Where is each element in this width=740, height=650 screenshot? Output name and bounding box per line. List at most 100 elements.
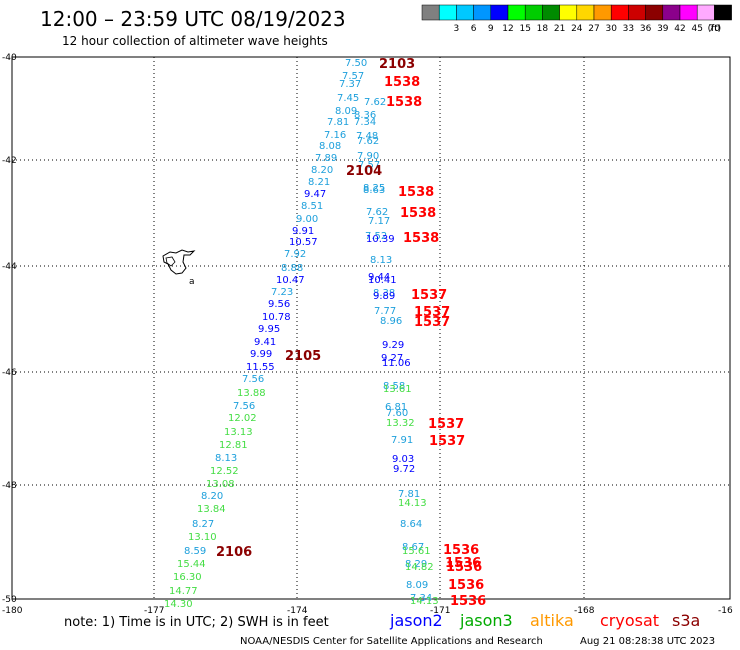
swh-value: 8.36 — [354, 110, 376, 121]
lon-axis-labels: -180 -177 -174 -171 -168 -16 — [2, 606, 733, 616]
swh-value: 7.16 — [324, 130, 346, 141]
legend-label: 24 — [571, 24, 583, 34]
swh-value: 12.52 — [210, 466, 239, 477]
lon-label: -16 — [718, 606, 733, 616]
swh-value: 7.62 — [357, 136, 379, 147]
swh-value: 13.61 — [383, 384, 412, 395]
legend-label: 21 — [554, 24, 565, 34]
track-time: 1536 — [445, 556, 481, 571]
legend-swatch — [490, 4, 509, 21]
track-time: 1536 — [443, 543, 479, 558]
swh-value: 8.08 — [319, 141, 341, 152]
mission-legend: jason2 jason3 altika cryosat s3a — [389, 611, 700, 630]
swh-value: 9.72 — [393, 464, 415, 475]
legend-swatch — [438, 4, 457, 21]
track-time: 2103 — [379, 57, 415, 72]
swh-value: 8.51 — [301, 201, 323, 212]
swh-value: 7.56 — [242, 374, 264, 385]
swh-value: 9.91 — [292, 226, 314, 237]
legend-label: 42 — [674, 24, 685, 34]
legend-label: 27 — [588, 24, 599, 34]
swh-value: 7.62 — [364, 97, 386, 108]
footer-timestamp: Aug 21 08:28:38 UTC 2023 — [580, 636, 715, 647]
island-outline: a — [162, 249, 196, 287]
mission-label: s3a — [672, 611, 700, 630]
lon-label: -180 — [2, 606, 23, 616]
island-marker: a — [189, 277, 195, 287]
swh-value: 13.88 — [237, 388, 266, 399]
lon-label: -174 — [287, 606, 308, 616]
footer-credit: NOAA/NESDIS Center for Satellite Applica… — [240, 636, 543, 647]
swh-value: 7.34 — [410, 593, 432, 604]
map-border — [11, 56, 731, 600]
color-scale-legend: 3 6 9 12 15 18 21 24 27 30 33 36 39 42 45 70(ft) — [421, 4, 732, 34]
swh-value: 8.96 — [380, 316, 402, 327]
track-time: 2106 — [216, 545, 252, 560]
legend-swatch — [576, 4, 595, 21]
swh-value: 8.13 — [370, 255, 392, 266]
swh-value: 13.08 — [206, 479, 235, 490]
swh-value: 13.13 — [224, 427, 253, 438]
legend-label: 3 — [454, 24, 460, 34]
swh-value: 14.77 — [169, 586, 198, 597]
map-frame — [11, 56, 731, 600]
legend-swatch — [542, 4, 560, 21]
swh-value: 8.29 — [405, 559, 427, 570]
legend-label: 12 — [502, 24, 513, 34]
swh-value: 9.44 — [368, 272, 390, 283]
track-time: 1537 — [414, 305, 450, 320]
track-time: 1536 — [446, 560, 482, 575]
swh-value: 7.57 — [342, 71, 364, 82]
mission-label: altika — [530, 611, 574, 630]
swh-value: 7.77 — [374, 306, 396, 317]
swh-value: 7.89 — [315, 153, 337, 164]
swh-value: 16.30 — [173, 572, 202, 583]
swh-value: 8.63 — [363, 185, 385, 196]
swh-value: 8.59 — [184, 546, 206, 557]
mission-label: jason2 — [389, 611, 443, 630]
swh-value: 14.30 — [164, 599, 193, 610]
mission-label: jason3 — [459, 611, 513, 630]
swh-value: 12.02 — [228, 413, 257, 424]
swh-value: 7.23 — [271, 287, 293, 298]
swh-value: 9.29 — [382, 340, 404, 351]
legend-swatch — [524, 4, 543, 21]
legend-swatch — [593, 4, 612, 21]
swh-value: 8.09 — [335, 106, 357, 117]
track-time: 1537 — [411, 288, 447, 303]
lon-label: -171 — [430, 606, 450, 616]
swh-value: 8.20 — [201, 491, 223, 502]
lat-label: -50 — [2, 595, 17, 605]
swh-value: 13.32 — [386, 418, 415, 429]
swh-value: 7.62 — [366, 207, 388, 218]
legend-swatch — [507, 4, 526, 21]
swh-value: 8.25 — [363, 183, 385, 194]
swh-value: 9.89 — [373, 291, 395, 302]
legend-swatch — [473, 4, 492, 21]
legend-swatch — [610, 4, 629, 21]
swh-value: 15.61 — [402, 546, 431, 557]
swh-value: 7.81 — [327, 117, 349, 128]
swh-value: 8.13 — [215, 453, 237, 464]
swh-value: 8.38 — [373, 288, 395, 299]
swh-value: 7.37 — [339, 79, 361, 90]
swh-value: 10.39 — [366, 234, 395, 245]
legend-label: 15 — [519, 24, 530, 34]
map-title: 12:00 – 23:59 UTC 08/19/2023 — [40, 7, 346, 31]
swh-value: 9.00 — [296, 214, 318, 225]
track-time: 1537 — [428, 417, 464, 432]
swh-value: 11.55 — [246, 362, 275, 373]
track-time: 1536 — [448, 578, 484, 593]
legend-unit: (ft) — [708, 24, 722, 34]
swh-value: 8.27 — [192, 519, 214, 530]
swh-value: 7.48 — [356, 131, 378, 142]
legend-label: 18 — [537, 24, 549, 34]
legend-swatch — [679, 4, 698, 21]
swh-value: 7.91 — [391, 435, 413, 446]
swh-value: 7.57 — [358, 160, 380, 171]
lon-label: -168 — [574, 606, 595, 616]
legend-swatch — [714, 4, 732, 21]
swh-value: 9.95 — [258, 324, 280, 335]
swh-value: 11.06 — [382, 358, 411, 369]
